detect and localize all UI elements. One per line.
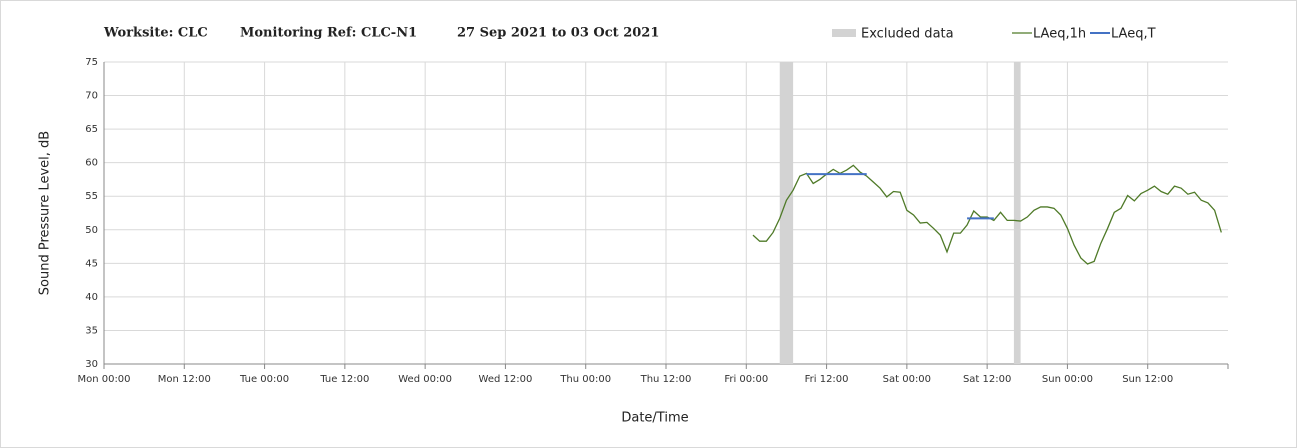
legend-label: LAeq,T — [1111, 27, 1156, 42]
y-tick-label: 55 — [85, 191, 98, 202]
legend-label: LAeq,1h — [1033, 27, 1086, 42]
series-line — [752, 164, 1222, 265]
y-tick-label: 50 — [85, 225, 98, 236]
x-tick-label: Tue 12:00 — [319, 374, 369, 385]
y-axis-label: Sound Pressure Level, dB — [38, 131, 53, 295]
x-tick-label: Thu 00:00 — [559, 374, 611, 385]
y-tick-label: 75 — [85, 57, 98, 68]
x-tick-label: Mon 12:00 — [158, 374, 211, 385]
y-tick-label: 45 — [85, 258, 98, 269]
excluded-band — [779, 62, 794, 364]
x-tick-label: Fri 00:00 — [724, 374, 768, 385]
excluded-band — [1013, 62, 1021, 364]
x-tick-label: Tue 00:00 — [239, 374, 289, 385]
x-tick-label: Thu 12:00 — [640, 374, 692, 385]
y-tick-label: 60 — [85, 158, 98, 169]
x-tick-label: Wed 12:00 — [479, 374, 533, 385]
chart-title: Monitoring Ref: CLC-N1 — [240, 26, 417, 41]
x-tick-label: Sun 12:00 — [1122, 374, 1173, 385]
x-tick-label: Sun 00:00 — [1042, 374, 1093, 385]
y-tick-label: 30 — [85, 359, 98, 370]
y-tick-label: 35 — [85, 325, 98, 336]
legend-swatch — [832, 29, 856, 37]
x-tick-label: Mon 00:00 — [77, 374, 130, 385]
x-tick-label: Wed 00:00 — [398, 374, 452, 385]
chart-title: 27 Sep 2021 to 03 Oct 2021 — [457, 26, 659, 41]
x-tick-label: Sat 00:00 — [883, 374, 931, 385]
y-tick-label: 40 — [85, 292, 98, 303]
y-tick-label: 65 — [85, 124, 98, 135]
x-tick-label: Sat 12:00 — [963, 374, 1011, 385]
x-tick-label: Fri 12:00 — [805, 374, 849, 385]
chart-title: Worksite: CLC — [103, 26, 208, 41]
x-axis-label: Date/Time — [621, 411, 688, 426]
legend-label: Excluded data — [861, 27, 954, 42]
y-tick-label: 70 — [85, 91, 98, 102]
